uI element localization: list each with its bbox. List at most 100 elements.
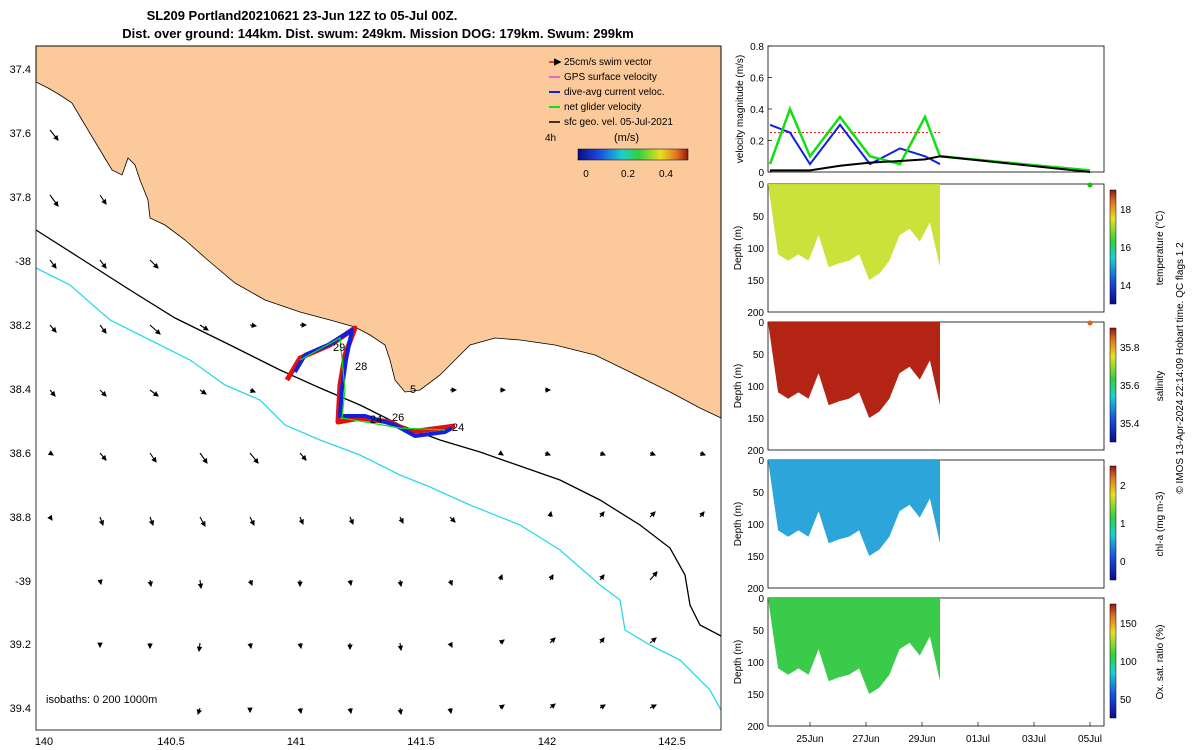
time-tick-label: 01Jul	[966, 734, 990, 745]
legend-units: (m/s)	[614, 132, 639, 144]
lon-tick: 142.5	[658, 736, 686, 748]
velocity-panel: 0 0.2 0.4 0.6 0.8 velocity magnitude (m/s)	[735, 42, 1105, 179]
time-tick-label: 03Jul	[1022, 734, 1046, 745]
depth-tick: 100	[747, 382, 764, 393]
colorbar-label: chl-a (mg m-3)	[1155, 491, 1166, 556]
lat-tick: 39.2	[10, 639, 31, 651]
colorbar-tick: 16	[1120, 243, 1132, 254]
time-tick-label: 25Jun	[796, 734, 823, 745]
title-line2: Dist. over ground: 144km. Dist. swum: 24…	[122, 26, 634, 41]
depth-tick: 200	[747, 722, 764, 733]
velocity-ytick-label: 0.8	[750, 42, 764, 53]
depth-label: Depth (m)	[733, 364, 744, 408]
depth-label: Depth (m)	[733, 226, 744, 270]
velocity-ylabel: velocity magnitude (m/s)	[735, 55, 746, 163]
isobaths-label: isobaths: 0 200 1000m	[46, 694, 157, 706]
track-label-24a: 24	[370, 414, 382, 426]
track-label-5: 5	[410, 384, 416, 396]
colorbar-tick: 18	[1120, 205, 1132, 216]
depth-tick: 0	[758, 318, 764, 329]
lat-tick: -38	[15, 256, 31, 268]
depth-tick: 150	[747, 414, 764, 425]
glider-track: 29 28 5 26 24 24	[284, 325, 464, 438]
profile-colorbar	[1109, 603, 1117, 719]
depth-tick: 150	[747, 690, 764, 701]
isobath-1000	[35, 267, 722, 711]
time-tick-label: 05Jul	[1078, 734, 1102, 745]
speed-colorbar	[577, 148, 689, 161]
profile-field	[768, 184, 940, 280]
velocity-yticks: 0 0.2 0.4 0.6 0.8	[750, 42, 772, 179]
lat-tick: 37.6	[10, 128, 31, 140]
map-frame	[35, 45, 722, 731]
colorbar-label: temperature (°C)	[1155, 211, 1166, 286]
legend-swim-vector: 25cm/s swim vector	[564, 57, 652, 68]
legend-duration: 4h	[545, 133, 556, 144]
depth-tick: 100	[747, 658, 764, 669]
lat-tick: 37.4	[10, 64, 31, 76]
colorbar-tick: 1	[1120, 519, 1126, 530]
depth-tick: 0	[758, 180, 764, 191]
current-vector-field	[47, 129, 707, 716]
land-area	[35, 45, 722, 419]
colorbar-tick: 35.8	[1120, 343, 1140, 354]
lon-tick: 140	[35, 736, 53, 748]
time-tick-label: 29Jun	[908, 734, 935, 745]
title-line1: SL209 Portland20210621 23-Jun 12Z to 05-…	[147, 8, 458, 23]
depth-tick: 100	[747, 244, 764, 255]
profile-colorbar	[1109, 465, 1117, 581]
map-legend: 25cm/s swim vector GPS surface velocity …	[545, 57, 689, 180]
lat-tick: 38.2	[10, 320, 31, 332]
lat-tick: 38.6	[10, 448, 31, 460]
depth-tick: 200	[747, 446, 764, 457]
depth-tick: 150	[747, 276, 764, 287]
lat-tick: 38.4	[10, 384, 31, 396]
profile-field	[768, 322, 940, 418]
map-lat-ticks: 37.4 37.6 37.8 -38 38.2 38.4 38.6 38.8 -…	[10, 64, 31, 715]
surface-point	[1087, 182, 1093, 188]
lon-tick: 140.5	[157, 736, 185, 748]
depth-tick: 50	[753, 488, 765, 499]
legend-sfc-geo: sfc geo. vel. 05-Jul-2021	[564, 117, 673, 128]
lat-tick: 39.4	[10, 703, 31, 715]
depth-tick: 0	[758, 456, 764, 467]
lon-tick: 142	[538, 736, 556, 748]
depth-tick: 50	[753, 350, 765, 361]
colorbar-tick-0: 0	[583, 169, 589, 180]
colorbar-tick: 100	[1120, 657, 1137, 668]
track-label-28: 28	[355, 361, 367, 373]
isobath-200	[35, 229, 722, 637]
legend-gps-surface: GPS surface velocity	[564, 72, 657, 83]
depth-tick: 50	[753, 626, 765, 637]
net-glider-track	[299, 337, 446, 431]
depth-tick: 100	[747, 520, 764, 531]
time-axis: 25Jun 27Jun 29Jun 01Jul 03Jul 05Jul	[796, 722, 1102, 745]
colorbar-label: salinity	[1155, 371, 1166, 402]
legend-dive-avg: dive-avg current veloc.	[564, 87, 665, 98]
profile-field	[768, 598, 940, 694]
lat-tick: 37.8	[10, 192, 31, 204]
colorbar-tick: 35.4	[1120, 419, 1140, 430]
velocity-ytick-label: 0	[758, 168, 764, 179]
colorbar-tick: 14	[1120, 281, 1132, 292]
legend-net-glider: net glider velocity	[564, 102, 641, 113]
colorbar-tick: 50	[1120, 695, 1132, 706]
velocity-series-line	[768, 105, 1091, 172]
velocity-ytick-label: 0.2	[750, 137, 764, 148]
track-label-29: 29	[333, 342, 345, 354]
colorbar-tick: 0	[1120, 557, 1126, 568]
colorbar-label: Ox. sat. ratio (%)	[1155, 624, 1166, 699]
track-label-26: 26	[392, 412, 404, 424]
depth-tick: 200	[747, 308, 764, 319]
colorbar-tick: 2	[1120, 481, 1126, 492]
depth-tick: 0	[758, 594, 764, 605]
depth-tick: 50	[753, 212, 765, 223]
colorbar-tick: 150	[1120, 619, 1137, 630]
velocity-series-line	[769, 123, 941, 166]
depth-tick: 150	[747, 552, 764, 563]
depth-label: Depth (m)	[733, 502, 744, 546]
velocity-series	[768, 105, 1091, 173]
profile-colorbar	[1109, 189, 1117, 305]
